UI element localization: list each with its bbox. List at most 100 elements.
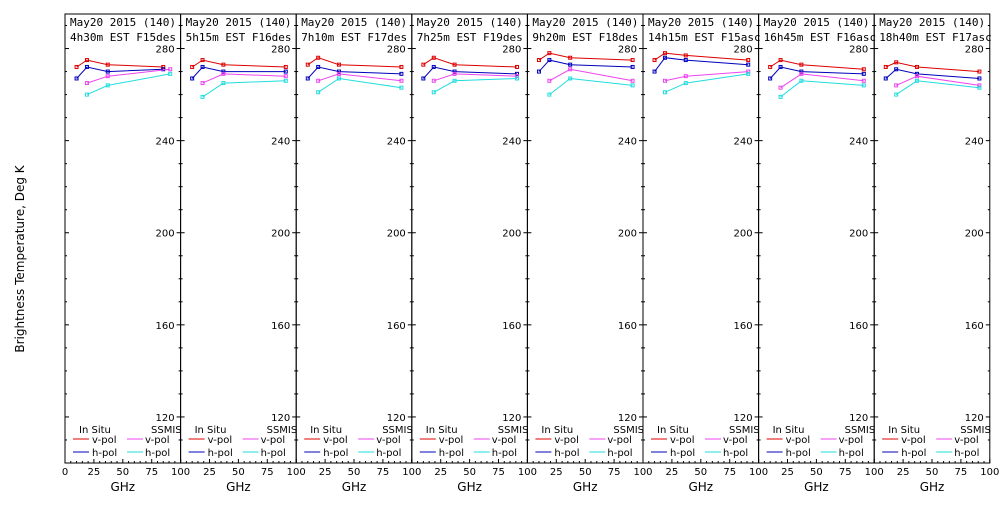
series-line-3	[202, 73, 286, 84]
series-line-3	[895, 75, 980, 86]
y-tick-label: 240	[156, 137, 175, 148]
x-tick-label: 75	[492, 467, 505, 478]
x-tick-label: 25	[666, 467, 679, 478]
panel-title-line2: 14h15m EST F15asc	[648, 31, 761, 44]
legend-label: h-pol	[954, 448, 979, 459]
legend-label: h-pol	[554, 448, 579, 459]
series-line-1	[76, 59, 164, 68]
data-point	[105, 69, 110, 74]
legend-group-insitu: In Situ	[657, 425, 689, 436]
data-point	[977, 69, 982, 74]
legend-label: h-pol	[439, 448, 464, 459]
x-tick-label: 100	[749, 467, 768, 478]
series-line-3	[780, 73, 864, 89]
series-line-2	[191, 66, 286, 79]
legend-label: h-pol	[208, 448, 233, 459]
data-point	[547, 78, 552, 83]
panel-title-line2: 7h10m EST F17des	[301, 31, 407, 44]
series-line-4	[780, 80, 864, 98]
panel-title-line1: May20 2015 (140)	[648, 16, 754, 29]
x-tick-label: 25	[319, 467, 332, 478]
data-point	[683, 53, 688, 58]
series-line-1	[769, 59, 864, 70]
data-point	[316, 90, 321, 95]
y-tick-label: 240	[618, 137, 637, 148]
legend-label: h-pol	[492, 448, 517, 459]
x-tick-label: 25	[550, 467, 563, 478]
legend-group-insitu: In Situ	[773, 425, 805, 436]
y-tick-label: 120	[618, 413, 637, 424]
data-point	[336, 69, 341, 74]
data-point	[200, 58, 205, 63]
data-point	[283, 74, 288, 79]
legend-label: v-pol	[492, 435, 517, 446]
data-point	[662, 90, 667, 95]
data-point	[316, 55, 321, 60]
legend-label: v-pol	[208, 435, 233, 446]
data-point	[431, 64, 436, 69]
data-point	[662, 55, 667, 60]
legend-group-insitu: In Situ	[195, 425, 227, 436]
y-tick-label: 280	[502, 45, 521, 56]
y-tick-label: 160	[849, 321, 868, 332]
data-point	[894, 67, 899, 72]
x-tick-label: 50	[810, 467, 823, 478]
data-point	[662, 78, 667, 83]
data-point	[683, 81, 688, 86]
data-point	[799, 62, 804, 67]
x-tick-label: 75	[839, 467, 852, 478]
data-point	[683, 58, 688, 63]
data-point	[861, 67, 866, 72]
x-axis-label: GHz	[573, 480, 598, 494]
legend-label: h-pol	[839, 448, 864, 459]
data-point	[547, 51, 552, 56]
panel-title-line1: May20 2015 (140)	[301, 16, 407, 29]
x-tick-label: 100	[402, 467, 421, 478]
y-tick-label: 160	[502, 321, 521, 332]
data-point	[630, 64, 635, 69]
y-tick-label: 240	[849, 137, 868, 148]
y-tick-label: 120	[502, 413, 521, 424]
data-point	[221, 81, 226, 86]
panel-title-line2: 18h40m EST F17asc	[879, 31, 992, 44]
data-point	[861, 83, 866, 88]
data-point	[452, 69, 457, 74]
series-line-2	[538, 59, 633, 72]
data-point	[283, 69, 288, 74]
y-tick-label: 160	[618, 321, 637, 332]
y-tick-label: 160	[965, 321, 984, 332]
data-point	[452, 78, 457, 83]
series-line-1	[307, 57, 402, 68]
y-tick-label: 200	[849, 229, 868, 240]
series-line-3	[433, 73, 518, 82]
legend-group-insitu: In Situ	[79, 425, 111, 436]
data-point	[662, 51, 667, 56]
data-point	[799, 78, 804, 83]
data-point	[547, 58, 552, 63]
y-tick-label: 280	[965, 45, 984, 56]
series-line-4	[317, 77, 402, 93]
legend-label: h-pol	[607, 448, 632, 459]
data-point	[421, 62, 426, 67]
y-tick-label: 160	[734, 321, 753, 332]
data-point	[746, 58, 751, 63]
series-line-2	[307, 66, 402, 79]
data-point	[105, 62, 110, 67]
data-point	[161, 67, 166, 72]
data-point	[84, 81, 89, 86]
panel-title-line2: 7h25m EST F19des	[417, 31, 523, 44]
panel-6: May20 2015 (140) 14h15m EST F15asc 120 160 2…	[642, 13, 768, 494]
panel-title-line1: May20 2015 (140)	[186, 16, 292, 29]
panel-title-line2: 4h30m EST F15des	[70, 31, 176, 44]
y-tick-label: 240	[271, 137, 290, 148]
x-tick-label: 100	[633, 467, 652, 478]
data-point	[883, 64, 888, 69]
data-point	[221, 69, 226, 74]
data-point	[190, 64, 195, 69]
data-point	[105, 74, 110, 79]
series-line-4	[86, 73, 171, 96]
data-point	[894, 92, 899, 97]
series-line-4	[202, 80, 286, 98]
